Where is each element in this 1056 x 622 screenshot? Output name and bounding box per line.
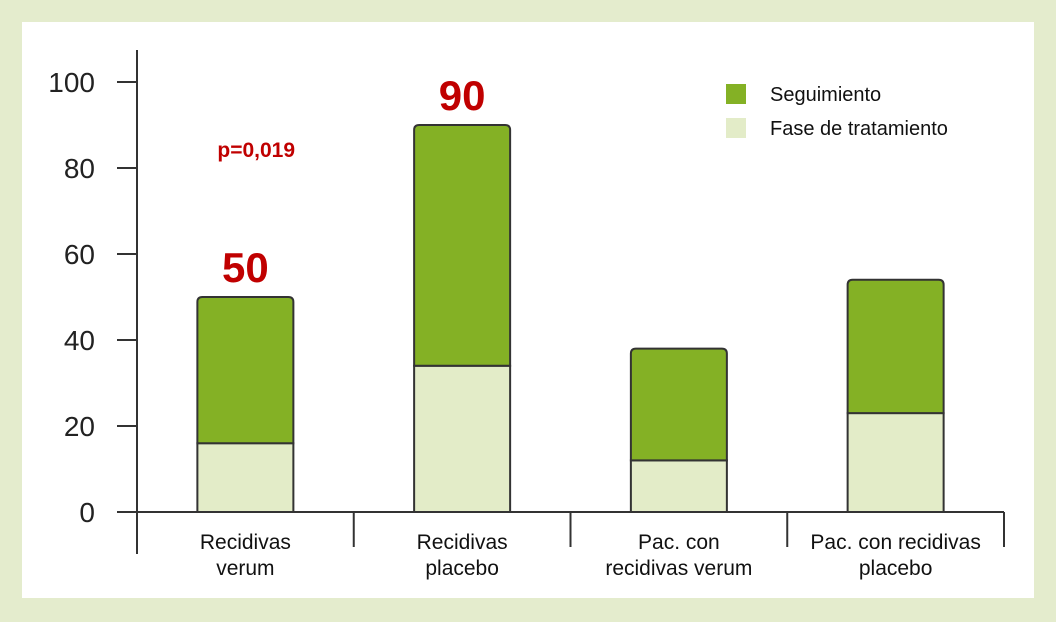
x-category-label: Recidivas [200,531,291,554]
y-tick-label: 60 [64,239,95,270]
bar-segment-seguimiento [846,278,945,415]
chart-frame: 0 20 40 60 80 100 Recidivas verum 50 Recidivas pla… [22,22,1034,598]
legend-label: Fase de tratamiento [770,118,948,140]
x-category-label: recidivas verum [605,557,752,580]
bar-segment-seguimiento [629,347,728,462]
legend-swatch [726,118,746,138]
p-value-annotation: p=0,019 [217,139,295,162]
x-category-label: placebo [425,557,499,580]
bar-segment-fase-de-tratamiento [629,459,728,513]
x-category-label: placebo [859,557,933,580]
legend-swatch [726,84,746,104]
bar-segment-fase-de-tratamiento [196,442,295,514]
y-tick-label: 80 [64,153,95,184]
y-tick-label: 20 [64,411,95,442]
legend-label: Seguimiento [770,84,881,106]
x-category-label: verum [216,557,274,580]
bar-segment-seguimiento [196,296,295,445]
x-category-label: Recidivas [417,531,508,554]
bar-segment-fase-de-tratamiento [413,364,512,513]
y-tick-label: 40 [64,325,95,356]
bar-total-label: 90 [439,72,486,119]
stacked-bar-chart: 0 20 40 60 80 100 Recidivas verum 50 Recidivas pla… [48,50,1005,580]
x-category-label: Pac. con [638,531,720,554]
bar-segment-fase-de-tratamiento [846,412,945,514]
x-category-label: Pac. con recidivas [810,531,980,554]
bar-segment-seguimiento [413,124,512,367]
y-tick-label: 0 [79,497,95,528]
bar-total-label: 50 [222,244,269,291]
y-tick-label: 100 [48,67,95,98]
